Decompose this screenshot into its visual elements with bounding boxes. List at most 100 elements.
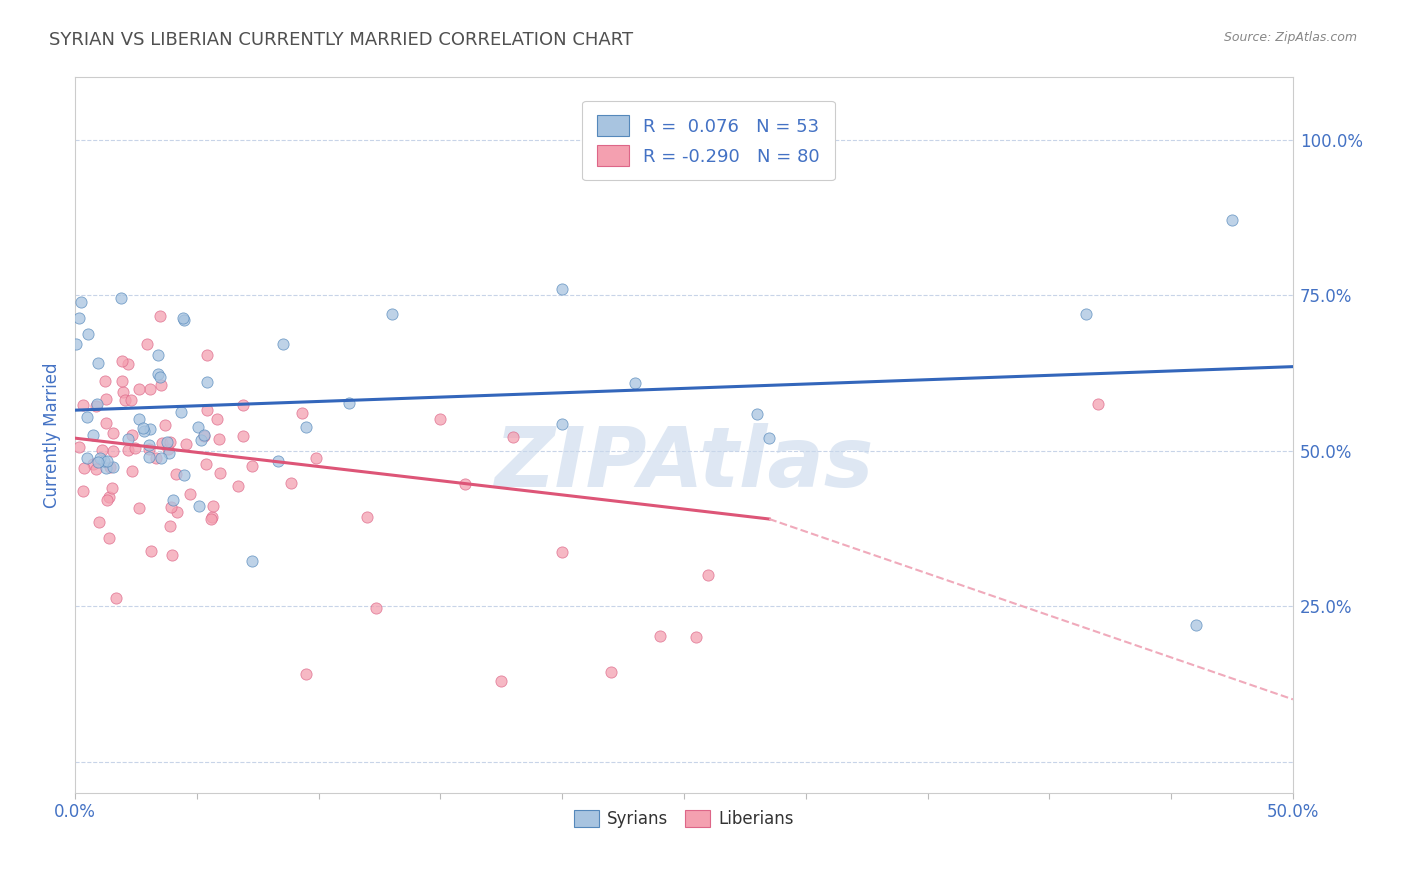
Point — [172, 310, 194, 325]
Point — [73, 461, 96, 475]
Point — [96, 492, 118, 507]
Point — [502, 430, 524, 444]
Point — [82, 427, 104, 442]
Point — [201, 499, 224, 513]
Point — [121, 464, 143, 478]
Point — [179, 487, 201, 501]
Point — [120, 392, 142, 407]
Point — [551, 545, 574, 559]
Point — [240, 554, 263, 568]
Point — [111, 374, 134, 388]
Point — [160, 548, 183, 562]
Point — [94, 461, 117, 475]
Y-axis label: Currently Married: Currently Married — [44, 362, 60, 508]
Point — [337, 396, 360, 410]
Point — [429, 412, 451, 426]
Point — [195, 402, 218, 417]
Point — [173, 468, 195, 483]
Point — [205, 412, 228, 426]
Point — [128, 411, 150, 425]
Point — [76, 409, 98, 424]
Point — [685, 630, 707, 644]
Point — [72, 398, 94, 412]
Point — [110, 291, 132, 305]
Point — [76, 326, 98, 341]
Point — [356, 509, 378, 524]
Point — [87, 516, 110, 530]
Point — [240, 459, 263, 474]
Point — [117, 357, 139, 371]
Point — [295, 420, 318, 434]
Point — [138, 438, 160, 452]
Point — [193, 428, 215, 442]
Point — [551, 417, 574, 431]
Point — [87, 455, 110, 469]
Point — [149, 370, 172, 384]
Point — [295, 667, 318, 681]
Point — [166, 505, 188, 519]
Point — [90, 443, 112, 458]
Point — [156, 442, 179, 456]
Point — [159, 519, 181, 533]
Point — [72, 484, 94, 499]
Legend: Syrians, Liberians: Syrians, Liberians — [567, 803, 800, 834]
Point — [194, 458, 217, 472]
Point — [145, 450, 167, 465]
Point — [648, 629, 671, 643]
Point — [67, 311, 90, 326]
Point — [454, 476, 477, 491]
Point — [208, 432, 231, 446]
Point — [146, 347, 169, 361]
Point — [551, 282, 574, 296]
Point — [193, 428, 215, 442]
Point — [97, 490, 120, 504]
Point — [101, 425, 124, 440]
Point — [94, 392, 117, 407]
Point — [381, 307, 404, 321]
Point — [87, 356, 110, 370]
Point — [98, 459, 121, 474]
Point — [1184, 617, 1206, 632]
Point — [76, 450, 98, 465]
Point — [157, 446, 180, 460]
Point — [758, 431, 780, 445]
Point — [156, 434, 179, 449]
Point — [114, 393, 136, 408]
Point — [111, 385, 134, 400]
Point — [173, 313, 195, 327]
Point — [187, 420, 209, 434]
Point — [117, 443, 139, 458]
Point — [96, 454, 118, 468]
Point — [93, 454, 115, 468]
Point — [280, 475, 302, 490]
Point — [101, 481, 124, 495]
Point — [190, 434, 212, 448]
Point — [745, 407, 768, 421]
Point — [624, 376, 647, 390]
Point — [697, 567, 720, 582]
Point — [232, 428, 254, 442]
Point — [96, 416, 118, 430]
Point — [97, 532, 120, 546]
Point — [1220, 213, 1243, 227]
Point — [136, 337, 159, 351]
Point — [305, 450, 328, 465]
Point — [89, 450, 111, 465]
Point — [153, 417, 176, 432]
Point — [160, 500, 183, 514]
Point — [65, 337, 87, 351]
Point — [271, 337, 294, 351]
Point — [174, 437, 197, 451]
Point — [148, 367, 170, 381]
Point — [82, 458, 104, 472]
Point — [134, 424, 156, 438]
Point — [165, 467, 187, 482]
Point — [139, 421, 162, 435]
Point — [84, 462, 107, 476]
Point — [128, 501, 150, 516]
Point — [1074, 307, 1097, 321]
Point — [162, 492, 184, 507]
Point — [201, 510, 224, 524]
Point — [139, 382, 162, 396]
Point — [111, 354, 134, 368]
